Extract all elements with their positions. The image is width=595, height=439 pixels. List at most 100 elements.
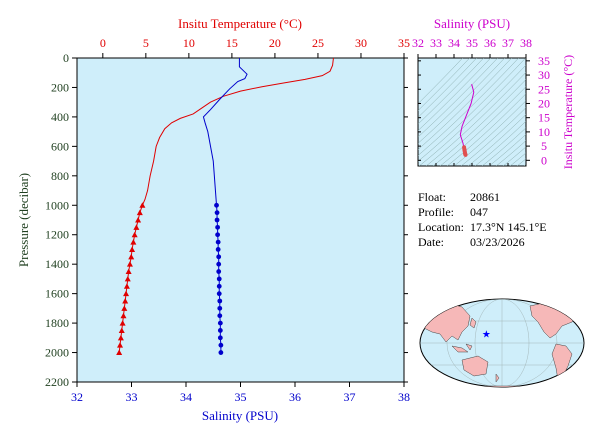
density-contour (439, 86, 526, 166)
temp-tick-label: 30 (355, 36, 367, 50)
density-contour (425, 71, 526, 166)
salinity-point (214, 217, 220, 223)
salinity-point (215, 232, 221, 238)
density-contour (525, 33, 595, 176)
ts-x-tick-label: 33 (430, 36, 442, 50)
pressure-tick-label: 0 (63, 51, 69, 65)
salinity-point (215, 239, 221, 245)
salinity-point (218, 342, 224, 348)
temperature-point (123, 283, 130, 289)
pressure-tick-label: 1400 (45, 257, 69, 271)
location-value: 17.3°N 145.1°E (470, 220, 547, 234)
temperature-point (122, 298, 129, 304)
temperature-point (135, 217, 142, 223)
density-contour (509, 152, 526, 166)
salinity-point (216, 283, 222, 289)
temperature-point (133, 224, 140, 230)
sal-tick-label: 34 (180, 390, 192, 404)
salinity-point (214, 202, 219, 208)
ts-right-axis-title: Insitu Temperature (°C) (561, 55, 575, 169)
left-axis-title: Pressure (decibar) (16, 173, 31, 267)
sal-tick-label: 38 (398, 390, 410, 404)
salinity-point (217, 328, 223, 333)
float-value: 20861 (470, 190, 500, 204)
ts-plot-area (417, 57, 527, 167)
temperature-point (120, 312, 127, 319)
salinity-point (214, 210, 220, 216)
salinity-point (216, 254, 222, 260)
temperature-point (136, 209, 143, 216)
density-contour (418, 58, 498, 138)
density-contour (523, 164, 526, 166)
density-contour (432, 79, 526, 166)
salinity-point (216, 276, 222, 282)
salinity-point (216, 269, 222, 274)
temp-tick-label: 5 (143, 36, 149, 50)
salinity-point (217, 335, 223, 341)
temp-tick-label: 10 (183, 36, 195, 50)
pressure-tick-label: 800 (51, 169, 69, 183)
density-contour (418, 58, 505, 144)
map-graticule (420, 299, 584, 387)
density-contour (460, 107, 526, 166)
temperature-point (123, 290, 130, 297)
temperature-point (124, 275, 131, 282)
pressure-tick-label: 400 (51, 110, 69, 124)
temperature-point (116, 349, 123, 356)
pressure-tick-label: 200 (51, 80, 69, 94)
ts-line (459, 84, 475, 157)
density-contour (418, 58, 512, 150)
density-contour (446, 93, 526, 166)
temperature-point (117, 334, 124, 341)
sal-tick-label: 33 (126, 390, 138, 404)
ts-x-tick-label: 32 (412, 36, 424, 50)
density-contour (516, 158, 526, 166)
temp-tick-label: 0 (100, 36, 106, 50)
world-map: ★ (419, 298, 585, 388)
salinity-markers (214, 202, 224, 355)
salinity-point (216, 261, 222, 267)
pressure-tick-label: 2000 (45, 346, 69, 360)
ts-y-tick-label: 0 (541, 153, 547, 167)
float-info: Float: 20861 Profile: 047 Location: 17.3°N … (418, 190, 547, 250)
temp-tick-label: 20 (269, 36, 281, 50)
date-label: Date: (418, 235, 444, 249)
salinity-point (218, 350, 224, 355)
temperature-point (121, 305, 128, 311)
density-contour (418, 58, 519, 156)
temperature-profile-line (141, 57, 334, 206)
bottom-axis-title: Salinity (PSU) (202, 408, 278, 423)
temp-tick-label: 35 (398, 36, 410, 50)
temperature-point (119, 320, 126, 326)
location-label: Location: (418, 220, 464, 234)
ts-y-tick-label: 35 (538, 54, 550, 68)
density-contour (481, 127, 526, 166)
density-contour (418, 58, 484, 125)
sal-tick-label: 35 (235, 390, 247, 404)
float-location-marker: ★ (482, 330, 491, 341)
temperature-point (117, 342, 124, 348)
salinity-point (217, 313, 223, 319)
ts-x-tick-label: 36 (484, 36, 496, 50)
ts-x-tick-label: 35 (466, 36, 478, 50)
pressure-tick-label: 1600 (45, 287, 69, 301)
salinity-profile-line (202, 58, 248, 206)
ts-y-tick-label: 30 (538, 68, 550, 82)
ts-top-axis-title: Salinity (PSU) (434, 16, 510, 31)
ts-point (463, 152, 468, 157)
salinity-point (217, 298, 223, 304)
salinity-point (217, 320, 223, 326)
temperature-point (128, 253, 135, 260)
density-contour (467, 114, 526, 166)
float-label: Float: (418, 190, 447, 204)
temperature-point (125, 268, 132, 275)
sal-tick-label: 37 (344, 390, 356, 404)
ts-y-tick-label: 20 (538, 96, 550, 110)
profile-ticks: 0 5 10 15 20 25 30 35 32 33 34 35 36 37 38 0 200 400 600 80… (45, 36, 410, 404)
sal-tick-label: 36 (289, 390, 301, 404)
ts-x-tick-label: 37 (502, 36, 514, 50)
sal-tick-label: 32 (71, 390, 83, 404)
profile-label: Profile: (418, 205, 454, 219)
